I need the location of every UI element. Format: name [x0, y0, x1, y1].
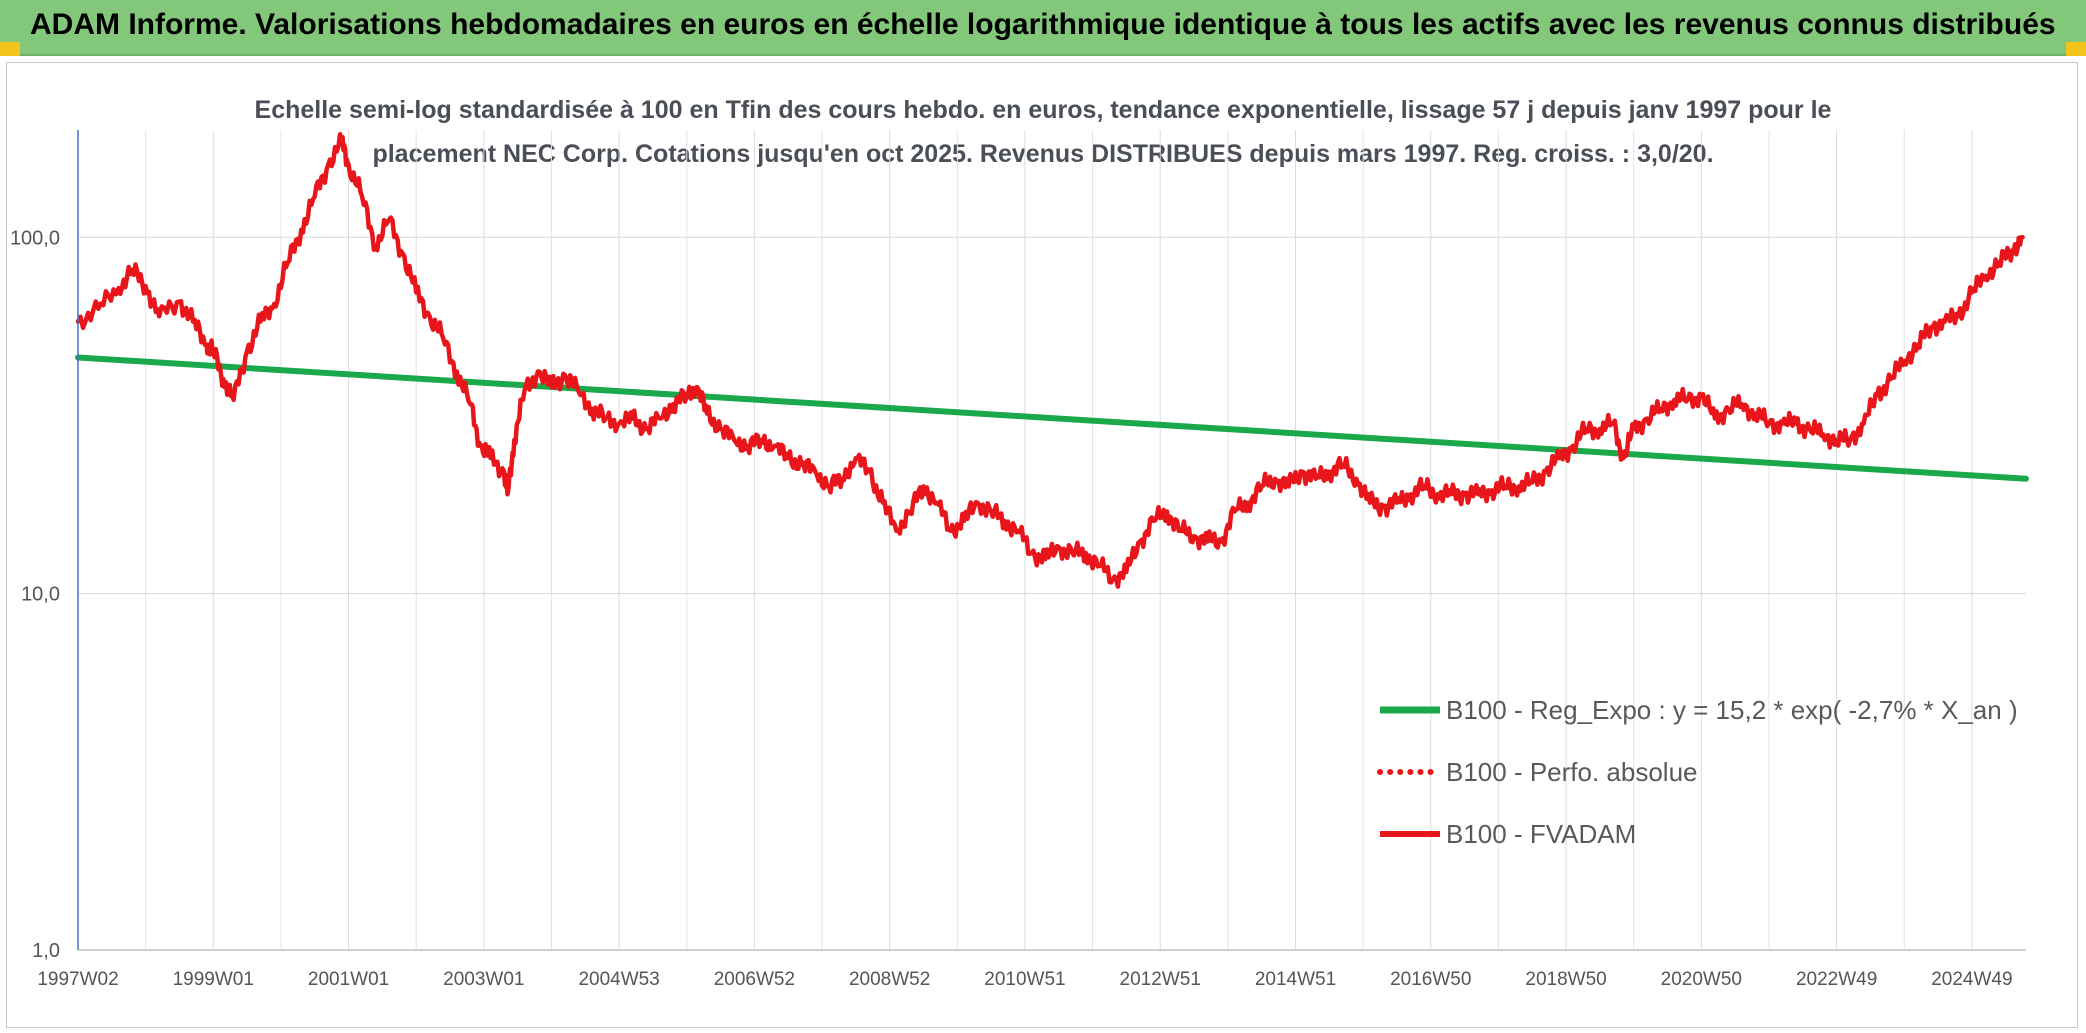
legend-label-1: B100 - Perfo. absolue	[1446, 757, 1698, 787]
page-title: ADAM Informe. Valorisations hebdomadaire…	[30, 8, 2056, 41]
x-tick-label: 2001W01	[308, 969, 389, 990]
x-tick-label: 2003W01	[443, 969, 524, 990]
x-tick-label: 1997W02	[37, 969, 118, 990]
x-tick-label: 2008W52	[849, 969, 930, 990]
x-tick-label: 2010W51	[984, 969, 1065, 990]
x-tick-label: 2004W53	[578, 969, 659, 990]
x-tick-label: 2016W50	[1390, 969, 1471, 990]
chart-title: Echelle semi-log standardisée à 100 en T…	[0, 88, 2086, 176]
x-tick-label: 2024W49	[1931, 969, 2012, 990]
corner-marker-right	[2066, 42, 2086, 56]
chart-title-line-1: Echelle semi-log standardisée à 100 en T…	[254, 96, 1832, 124]
y-tick-label: 1,0	[32, 940, 60, 962]
chart-frame	[6, 62, 2078, 1028]
x-tick-label: 2018W50	[1525, 969, 1606, 990]
x-tick-label: 2020W50	[1661, 969, 1742, 990]
x-tick-label: 1999W01	[173, 969, 254, 990]
grid	[77, 130, 2026, 950]
x-tick-label: 2006W52	[714, 969, 795, 990]
legend: B100 - Reg_Expo : y = 15,2 * exp( -2,7% …	[1377, 695, 2018, 849]
series-line-2	[75, 131, 2025, 589]
series-layer	[75, 131, 2029, 589]
header-bar: ADAM Informe. Valorisations hebdomadaire…	[0, 0, 2086, 56]
x-tick-label: 2012W51	[1120, 969, 1201, 990]
x-tick-label: 2022W49	[1796, 969, 1877, 990]
chart-title-line-2: placement NEC Corp. Cotations jusqu'en o…	[372, 140, 1714, 168]
series-line-0	[75, 354, 2029, 482]
legend-label-2: B100 - FVADAM	[1446, 819, 1636, 849]
axes: 1,0 10,0 100,0 1997W02 1999W01 2001W01 2003W01…	[10, 130, 2026, 990]
y-tick-label: 100,0	[10, 227, 60, 249]
x-tick-label: 2014W51	[1255, 969, 1336, 990]
corner-marker-left	[0, 42, 20, 56]
y-tick-label: 10,0	[21, 584, 60, 606]
legend-label-0: B100 - Reg_Expo : y = 15,2 * exp( -2,7% …	[1446, 695, 2018, 725]
